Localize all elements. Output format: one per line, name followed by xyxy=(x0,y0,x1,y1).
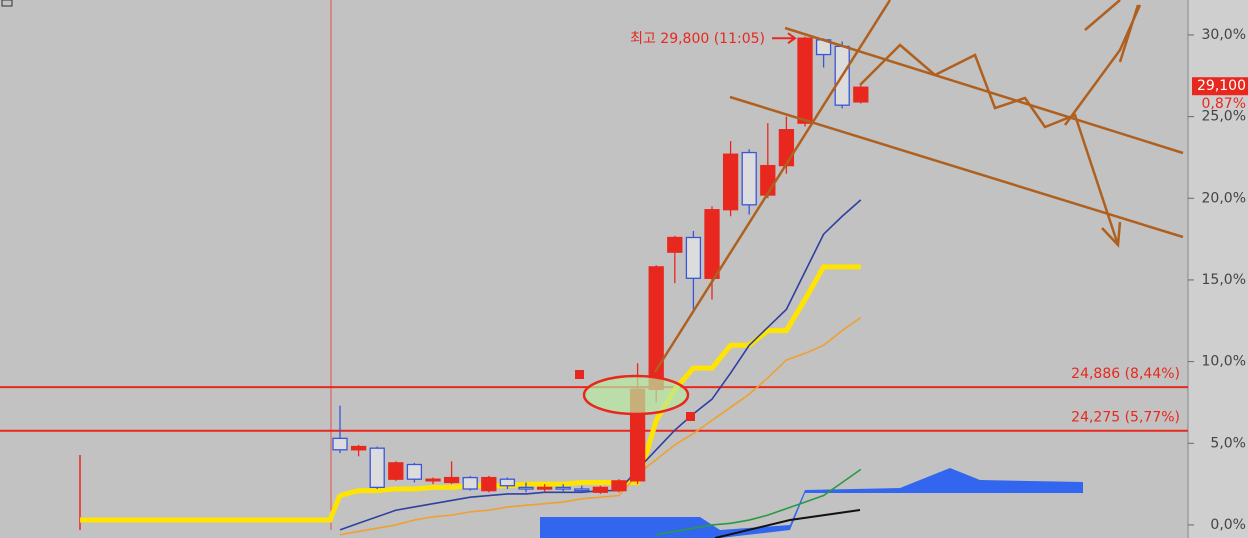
change-label: 0,87% xyxy=(1202,96,1246,112)
candle-body xyxy=(406,463,423,480)
highlight-ellipse xyxy=(582,374,690,416)
price-label: 29,100 xyxy=(1197,78,1246,94)
candle-body xyxy=(592,486,609,493)
candle-body xyxy=(760,164,776,196)
conversion-line xyxy=(80,494,343,523)
drawings xyxy=(653,0,1184,373)
hline-label: 24,886 (8,44%) xyxy=(1071,366,1180,382)
peak-label: 최고 29,800 (11:05) xyxy=(630,31,765,47)
candle-body xyxy=(741,151,757,206)
candle-body xyxy=(518,486,534,490)
candle-body xyxy=(574,488,590,492)
y-tick-label: 0,0% xyxy=(1210,517,1246,533)
lagging-line xyxy=(714,509,861,538)
y-tick-label: 5,0% xyxy=(1210,435,1246,451)
candle-body xyxy=(853,86,869,103)
candle-body xyxy=(425,478,441,482)
candle-body xyxy=(332,437,348,451)
candle-body xyxy=(722,153,739,211)
forecast-arrow xyxy=(1063,0,1142,126)
cloud xyxy=(540,468,1083,538)
candle-body xyxy=(611,480,627,492)
indicator-line xyxy=(339,264,861,498)
indicator-line xyxy=(656,468,862,536)
y-tick-label: 15,0% xyxy=(1202,272,1246,288)
candle-body xyxy=(388,462,404,480)
candle-body xyxy=(443,476,460,484)
y-tick-label: 25,0% xyxy=(1202,109,1246,125)
y-tick-label: 10,0% xyxy=(1202,354,1246,370)
forecast-arrow xyxy=(859,43,1122,248)
indicator-line xyxy=(339,316,862,536)
candle-body xyxy=(778,129,795,167)
candle-body xyxy=(685,236,702,279)
candle-body xyxy=(350,445,367,451)
candle-body xyxy=(536,486,553,490)
candle-body xyxy=(369,447,385,489)
y-tick-label: 30,0% xyxy=(1202,27,1246,43)
trend-line xyxy=(653,0,892,373)
icon xyxy=(1,0,13,7)
hline-label: 24,275 (5,77%) xyxy=(1071,410,1180,426)
candle-body xyxy=(499,478,516,487)
marker xyxy=(686,412,695,421)
candle-body xyxy=(481,476,497,492)
candle-body xyxy=(797,37,813,124)
candle-body xyxy=(462,476,478,490)
price-tag xyxy=(1192,77,1248,96)
candle-body xyxy=(667,236,683,253)
trend-line xyxy=(784,26,1184,155)
candle-body xyxy=(704,209,720,279)
marker xyxy=(575,370,584,379)
peak-arrow xyxy=(772,32,797,45)
y-tick-label: 20,0% xyxy=(1202,190,1246,206)
candle-body xyxy=(555,486,571,490)
